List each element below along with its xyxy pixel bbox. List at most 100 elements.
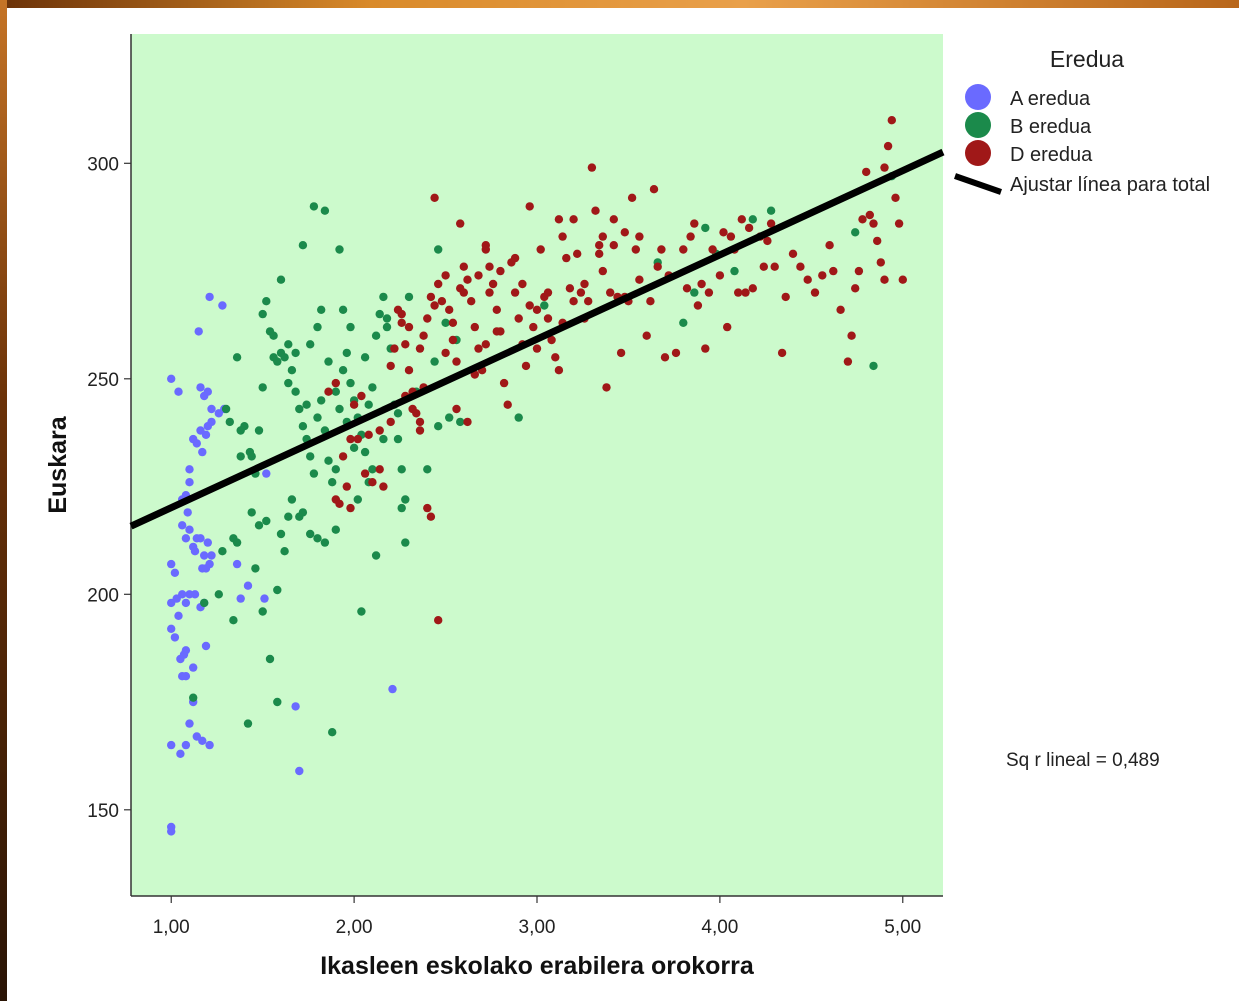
point-d-eredua (873, 236, 882, 246)
point-d-eredua (543, 314, 553, 323)
point-b-eredua (243, 719, 253, 728)
point-b-eredua (317, 396, 326, 405)
point-d-eredua (770, 262, 779, 271)
point-d-eredua (397, 309, 406, 319)
point-a-eredua (181, 598, 191, 608)
point-b-eredua (295, 404, 304, 414)
point-b-eredua (401, 495, 410, 504)
point-d-eredua (463, 275, 472, 284)
point-d-eredua (423, 314, 432, 323)
point-b-eredua (287, 495, 297, 504)
r-squared-annotation: Sq r lineal = 0,489 (1006, 750, 1160, 771)
point-d-eredua (704, 288, 714, 297)
point-d-eredua (554, 215, 564, 224)
point-d-eredua (543, 288, 553, 297)
point-b-eredua (730, 266, 739, 276)
point-d-eredua (726, 232, 736, 241)
point-d-eredua (679, 245, 688, 254)
point-b-eredua (353, 495, 362, 504)
point-d-eredua (488, 279, 498, 289)
point-d-eredua (452, 404, 461, 414)
point-b-eredua (189, 693, 198, 702)
point-a-eredua (181, 646, 191, 655)
point-d-eredua (386, 361, 395, 371)
point-b-eredua (514, 413, 523, 422)
point-b-eredua (328, 728, 337, 737)
point-b-eredua (236, 452, 245, 461)
point-d-eredua (404, 322, 414, 332)
point-b-eredua (258, 309, 267, 319)
point-b-eredua (291, 348, 300, 358)
plot-background (131, 34, 943, 896)
point-b-eredua (320, 206, 330, 215)
point-b-eredua (306, 452, 315, 461)
point-d-eredua (836, 305, 845, 314)
point-d-eredua (573, 249, 582, 258)
point-b-eredua (434, 245, 443, 254)
point-a-eredua (178, 521, 187, 530)
point-d-eredua (338, 452, 348, 461)
point-b-eredua (273, 585, 282, 595)
point-a-eredua (181, 672, 191, 681)
point-d-eredua (741, 288, 750, 297)
point-b-eredua (284, 378, 293, 388)
point-b-eredua (298, 508, 308, 517)
point-a-eredua (167, 624, 176, 633)
point-a-eredua (185, 719, 194, 728)
legend-marker-fit-line (954, 173, 1002, 195)
point-b-eredua (375, 309, 384, 319)
point-d-eredua (335, 499, 344, 508)
point-b-eredua (254, 426, 264, 435)
point-d-eredua (562, 253, 571, 263)
point-b-eredua (540, 301, 549, 310)
point-d-eredua (894, 219, 904, 228)
point-d-eredua (620, 228, 629, 237)
point-d-eredua (715, 271, 725, 280)
point-d-eredua (657, 245, 666, 254)
point-b-eredua (331, 525, 340, 534)
point-a-eredua (181, 534, 191, 543)
point-b-eredua (320, 538, 330, 547)
point-b-eredua (445, 413, 454, 422)
legend-label-fit-line: Ajustar línea para total (1010, 174, 1210, 196)
point-b-eredua (302, 400, 311, 409)
point-b-eredua (313, 534, 322, 543)
window-frame-left (0, 0, 7, 1001)
point-b-eredua (236, 426, 245, 435)
point-d-eredua (430, 193, 439, 202)
point-d-eredua (360, 469, 370, 478)
point-b-eredua (273, 357, 282, 366)
point-b-eredua (456, 417, 465, 427)
point-a-eredua (205, 559, 214, 569)
point-d-eredua (349, 400, 359, 409)
point-a-eredua (207, 417, 216, 427)
point-a-eredua (170, 568, 180, 577)
point-d-eredua (448, 335, 458, 345)
point-d-eredua (642, 331, 651, 340)
point-d-eredua (342, 482, 351, 491)
point-d-eredua (510, 288, 520, 297)
point-d-eredua (869, 219, 878, 228)
point-d-eredua (796, 262, 805, 271)
point-a-eredua (190, 547, 200, 556)
point-d-eredua (324, 387, 333, 396)
point-b-eredua (232, 353, 242, 362)
point-b-eredua (225, 417, 234, 427)
point-a-eredua (262, 469, 271, 478)
point-b-eredua (360, 353, 370, 362)
point-d-eredua (734, 288, 743, 297)
point-b-eredua (200, 598, 209, 608)
point-a-eredua (170, 633, 180, 642)
x-tick-label: 2,00 (336, 917, 373, 938)
point-d-eredua (554, 366, 564, 375)
point-d-eredua (408, 404, 417, 414)
point-b-eredua (338, 305, 348, 314)
point-d-eredua (456, 219, 465, 228)
legend-marker-b-eredua (965, 112, 991, 138)
point-d-eredua (331, 378, 340, 388)
point-a-eredua (174, 387, 183, 396)
point-d-eredua (627, 193, 637, 202)
point-a-eredua (218, 301, 227, 310)
point-b-eredua (434, 422, 443, 431)
